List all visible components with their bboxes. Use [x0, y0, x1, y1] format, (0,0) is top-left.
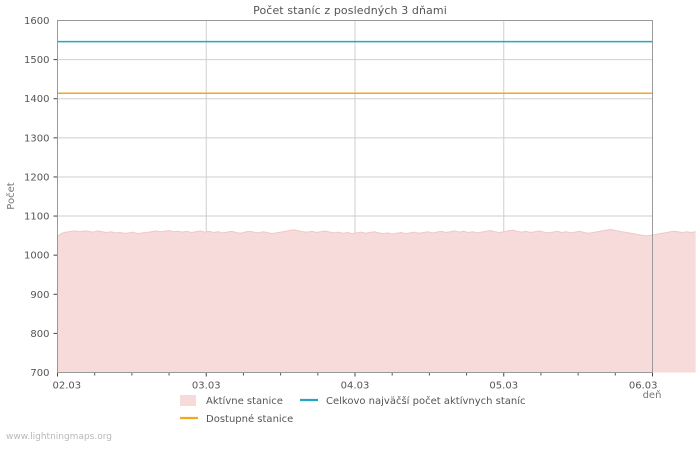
major-ticks-group: [53, 59, 653, 377]
y-tick-label: 700: [30, 368, 49, 379]
y-tick-label: 1600: [24, 16, 49, 27]
y-tick-label: 1000: [24, 251, 49, 262]
y-tick-labels-group: 700 800 900 1000 1100 1200 1300 1400 1500 1600: [24, 16, 49, 379]
area-outline-active-stations: [57, 228, 696, 237]
y-tick-label: 1100: [24, 212, 49, 223]
x-tick-label: 05.03: [489, 381, 518, 392]
watermark-lightningmaps: www.lightningmaps.org: [6, 432, 112, 442]
x-tick-label: 06.03: [629, 381, 658, 392]
area-fill-active-stations: [57, 229, 696, 373]
series-active-stations: [57, 228, 696, 373]
series-threshold-lines: [57, 40, 653, 95]
y-tick-label: 1200: [24, 172, 49, 183]
legend-label: Celkovo najväčší počet aktívnych staníc: [326, 395, 526, 407]
y-tick-label: 1400: [24, 94, 49, 105]
x-tick-label: 03.03: [192, 381, 221, 392]
x-axis-label: deň: [643, 389, 662, 401]
legend-swatch: [180, 395, 196, 406]
y-tick-label: 1500: [24, 55, 49, 66]
x-tick-label: 04.03: [341, 381, 370, 392]
y-tick-label: 800: [30, 329, 49, 340]
y-tick-label: 1300: [24, 133, 49, 144]
chart-legend: Aktívne stanice Celkovo najväčší počet ak…: [180, 395, 526, 425]
plot-frame: [57, 20, 653, 373]
legend-label: Aktívne stanice: [206, 395, 283, 407]
plot-border: [57, 20, 653, 373]
y-tick-label: 900: [30, 290, 49, 301]
x-tick-labels-group: 02.03 03.03 04.03 05.03 06.03: [53, 381, 658, 392]
chart-title: Počet staníc z posledných 3 dňami: [253, 4, 447, 17]
legend-label: Dostupné stanice: [206, 413, 293, 425]
y-axis-label: Počet: [5, 182, 17, 209]
x-tick-label: 02.03: [53, 381, 82, 392]
